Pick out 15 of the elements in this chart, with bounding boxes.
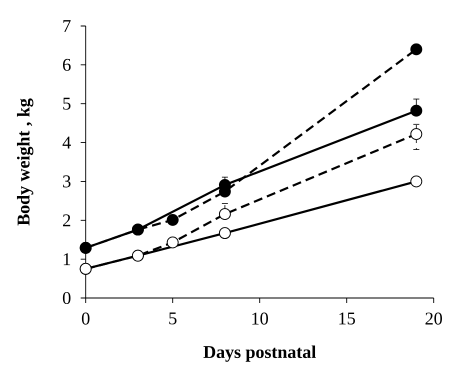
y-tick-label: 7: [63, 20, 71, 32]
x-tick-label: 0: [82, 312, 90, 325]
y-axis-title: Body weight , kg: [16, 98, 34, 226]
x-tick-label: 10: [252, 312, 268, 325]
x-axis-title: Days postnatal: [203, 345, 316, 362]
y-tick-label: 1: [64, 253, 70, 266]
x-tick-label: 5: [169, 312, 176, 324]
y-tick-label: 0: [62, 292, 70, 304]
x-tick-label: 15: [339, 312, 355, 325]
x-tick-label: 20: [426, 312, 442, 325]
y-tick-label: 2: [62, 214, 70, 226]
y-tick-label: 5: [63, 98, 70, 110]
y-tick-label: 6: [62, 58, 71, 71]
y-tick-label: 3: [63, 175, 70, 188]
y-tick-label: 4: [62, 136, 71, 148]
